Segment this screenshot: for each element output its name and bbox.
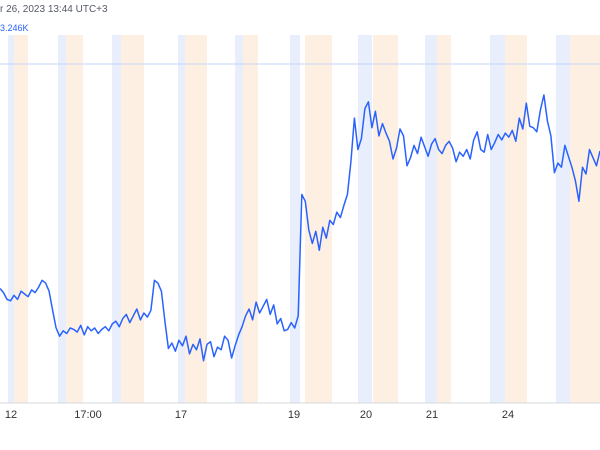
price-series-line[interactable] <box>0 94 600 362</box>
session-band-3 <box>66 35 83 403</box>
session-band-10 <box>290 35 300 403</box>
session-band-16 <box>490 35 506 403</box>
session-band-8 <box>235 35 243 403</box>
session-band-7 <box>185 35 207 403</box>
session-band-18 <box>556 35 570 403</box>
session-band-13 <box>373 35 398 403</box>
session-band-12 <box>358 35 372 403</box>
session-band-19 <box>570 35 600 403</box>
session-band-11 <box>305 35 332 403</box>
x-tick-label: 12 <box>5 409 17 421</box>
session-band-0 <box>8 35 14 403</box>
session-band-15 <box>437 35 451 403</box>
session-band-6 <box>178 35 185 403</box>
session-bands <box>8 35 600 403</box>
x-tick-label: 20 <box>360 409 372 421</box>
session-band-2 <box>58 35 66 403</box>
session-band-14 <box>425 35 437 403</box>
price-label: 3.246K <box>0 23 29 33</box>
session-band-4 <box>112 35 121 403</box>
session-band-17 <box>505 35 527 403</box>
session-band-5 <box>121 35 144 403</box>
x-axis-ticks: 12 17:00 17 19 20 21 24 <box>5 409 514 421</box>
session-band-9 <box>243 35 258 403</box>
x-tick-label: 24 <box>502 409 514 421</box>
x-tick-label: 19 <box>288 409 300 421</box>
x-tick-label: 17:00 <box>74 409 102 421</box>
x-tick-label: 17 <box>175 409 187 421</box>
x-tick-label: 21 <box>426 409 438 421</box>
session-band-1 <box>14 35 28 403</box>
timestamp-label: r 26, 2023 13:44 UTC+3 <box>0 4 108 15</box>
